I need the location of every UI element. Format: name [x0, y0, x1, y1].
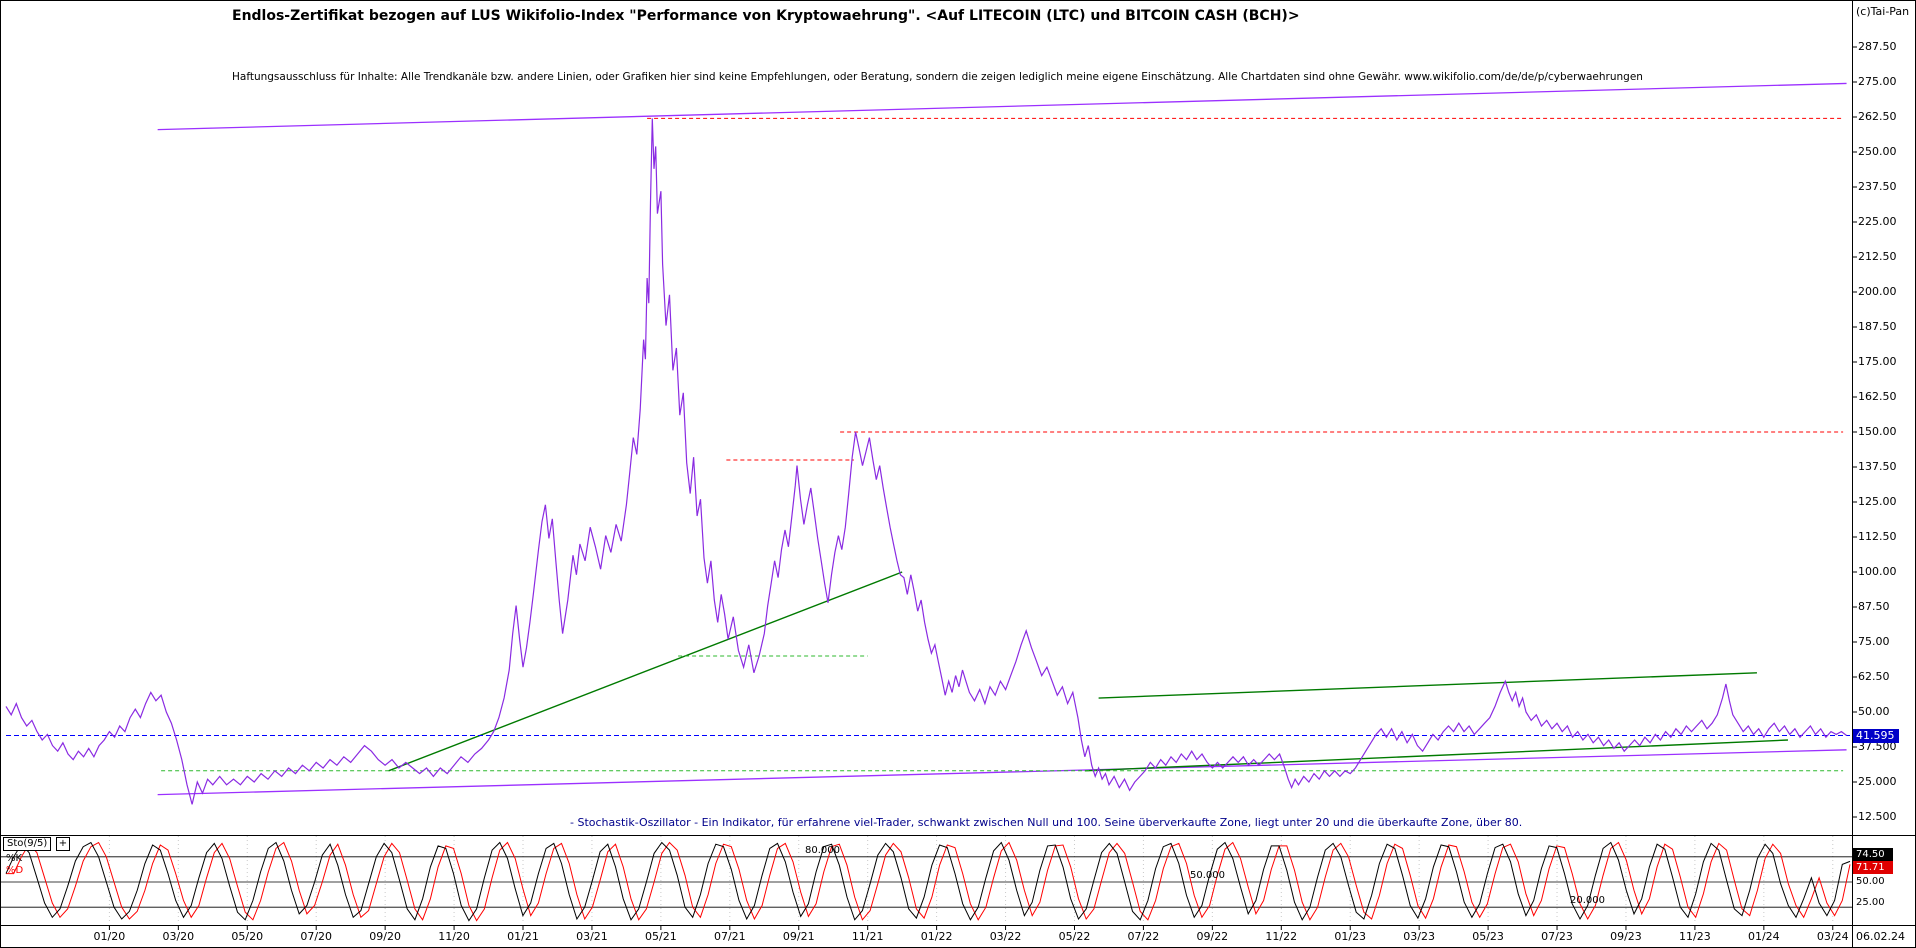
end-date-label: 06.02.24 [1856, 930, 1905, 943]
channel-bottom-line [157, 749, 1847, 796]
support-right-line [1084, 739, 1788, 772]
oscillator-note: - Stochastik-Oszillator - Ein Indikator,… [570, 816, 1523, 829]
chart-title: Endlos-Zertifikat bezogen auf LUS Wikifo… [232, 8, 1300, 24]
oscillator-d-line [6, 841, 1851, 922]
channel-top-line [157, 82, 1847, 131]
d-series-label: %D [6, 865, 24, 876]
resistance-right-line [1098, 672, 1757, 699]
last-price-tag: 41.595 [1853, 728, 1899, 743]
disclaimer-text: Haftungsausschluss für Inhalte: Alle Tre… [232, 71, 1643, 83]
d-value-tag: 71.71 [1853, 861, 1893, 875]
indicator-name: Sto(9/5) [7, 838, 48, 849]
uptrend-2021-line [388, 571, 903, 772]
copyright-label: (c)Tai-Pan [1856, 5, 1910, 18]
oscillator-k-line [5, 841, 1851, 922]
indicator-expand-button[interactable]: + [56, 837, 70, 851]
k-series-label: %K [6, 853, 23, 864]
price-line [5, 118, 1847, 805]
indicator-label[interactable]: Sto(9/5) [3, 837, 52, 851]
k-value-tag: 74.50 [1853, 848, 1893, 862]
